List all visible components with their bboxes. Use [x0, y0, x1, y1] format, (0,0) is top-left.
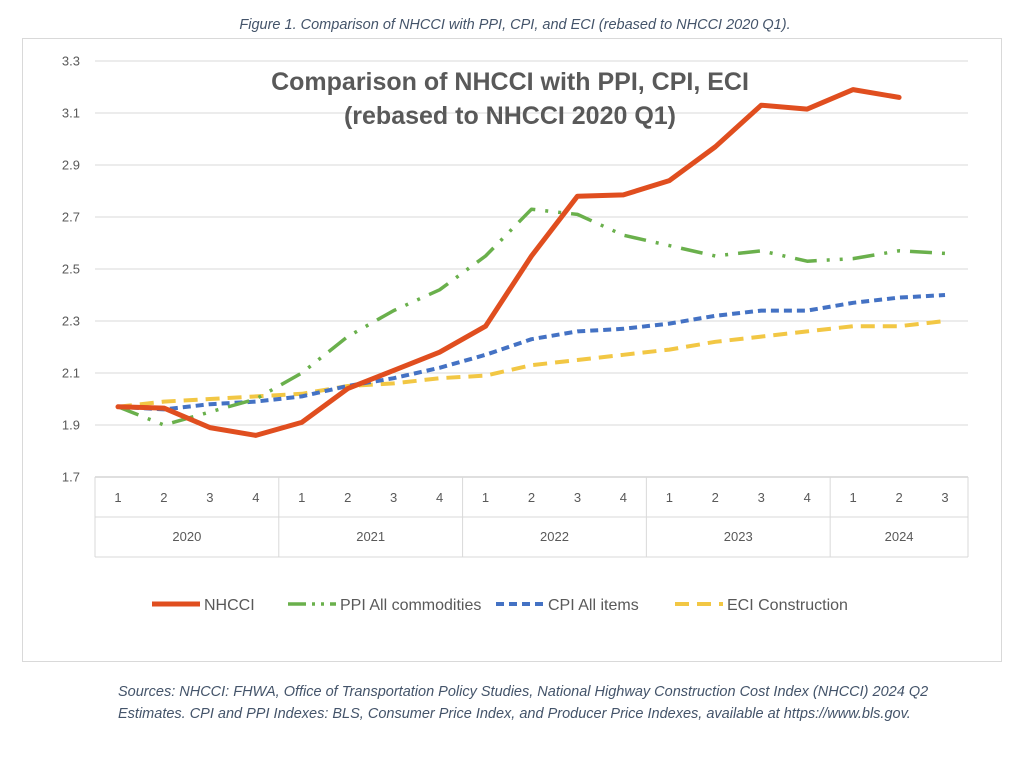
y-tick-label: 2.1	[62, 366, 80, 381]
chart-frame	[22, 38, 1002, 662]
legend-label: ECI Construction	[727, 597, 848, 614]
year-label: 2024	[885, 529, 914, 544]
x-tick-label: 2	[712, 490, 719, 505]
y-tick-label: 2.9	[62, 158, 80, 173]
year-label: 2023	[724, 529, 753, 544]
y-tick-label: 3.3	[62, 54, 80, 69]
y-tick-label: 2.5	[62, 262, 80, 277]
series-line-ppi-all-commodities	[117, 207, 946, 427]
legend-label: CPI All items	[548, 597, 639, 614]
x-tick-label: 4	[804, 490, 811, 505]
x-tick-label: 1	[298, 490, 305, 505]
y-tick-label: 3.1	[62, 106, 80, 121]
legend-label: NHCCI	[204, 597, 255, 614]
x-tick-label: 2	[344, 490, 351, 505]
x-tick-label: 3	[941, 490, 948, 505]
x-tick-label: 4	[620, 490, 627, 505]
y-tick-label: 1.7	[62, 470, 80, 485]
sources-note: Sources: NHCCI: FHWA, Office of Transpor…	[118, 684, 929, 722]
x-tick-label: 1	[666, 490, 673, 505]
x-tick-label: 2	[528, 490, 535, 505]
y-tick-label: 1.9	[62, 418, 80, 433]
year-label: 2021	[356, 529, 385, 544]
series-line-eci-construction	[117, 319, 946, 409]
year-label: 2020	[172, 529, 201, 544]
x-tick-label: 2	[160, 490, 167, 505]
x-tick-label: 1	[850, 490, 857, 505]
x-tick-label: 1	[114, 490, 121, 505]
y-tick-label: 2.3	[62, 314, 80, 329]
x-tick-label: 3	[574, 490, 581, 505]
chart-subtitle: (rebased to NHCCI 2020 Q1)	[344, 102, 676, 130]
chart-title: Comparison of NHCCI with PPI, CPI, ECI	[271, 68, 749, 96]
year-label: 2022	[540, 529, 569, 544]
x-tick-label: 2	[895, 490, 902, 505]
legend-label: PPI All commodities	[340, 597, 481, 614]
series-line-nhcci	[115, 87, 902, 438]
x-tick-label: 3	[206, 490, 213, 505]
series-line-cpi-all-items	[117, 293, 946, 412]
x-tick-label: 4	[436, 490, 443, 505]
y-tick-label: 2.7	[62, 210, 80, 225]
x-tick-label: 1	[482, 490, 489, 505]
figure-caption: Figure 1. Comparison of NHCCI with PPI, …	[239, 17, 791, 33]
x-tick-label: 3	[758, 490, 765, 505]
x-tick-label: 4	[252, 490, 259, 505]
x-tick-label: 3	[390, 490, 397, 505]
